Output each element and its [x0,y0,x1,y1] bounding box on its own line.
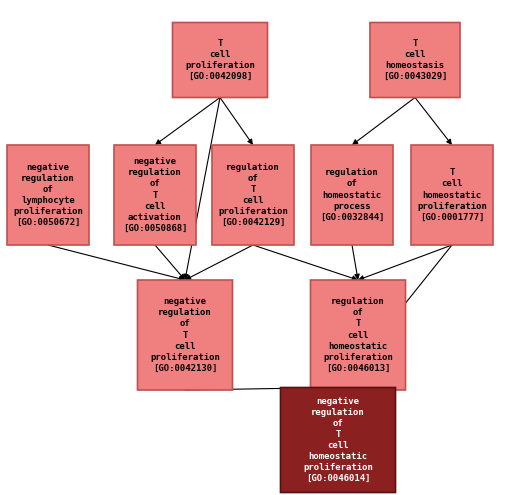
Text: negative
regulation
of
lymphocyte
proliferation
[GO:0050672]: negative regulation of lymphocyte prolif… [13,163,83,227]
Text: negative
regulation
of
T
cell
homeostatic
proliferation
[GO:0046014]: negative regulation of T cell homeostati… [303,396,373,483]
Text: T
cell
homeostasis
[GO:0043029]: T cell homeostasis [GO:0043029] [383,39,447,81]
FancyBboxPatch shape [310,280,406,390]
FancyBboxPatch shape [311,145,393,245]
FancyBboxPatch shape [172,22,268,98]
Text: negative
regulation
of
T
cell
proliferation
[GO:0042130]: negative regulation of T cell proliferat… [150,297,220,373]
Text: regulation
of
T
cell
homeostatic
proliferation
[GO:0046013]: regulation of T cell homeostatic prolife… [323,297,393,373]
FancyBboxPatch shape [370,22,460,98]
FancyBboxPatch shape [137,280,233,390]
Text: T
cell
proliferation
[GO:0042098]: T cell proliferation [GO:0042098] [185,39,255,81]
FancyBboxPatch shape [280,388,395,493]
FancyBboxPatch shape [411,145,493,245]
Text: regulation
of
T
cell
proliferation
[GO:0042129]: regulation of T cell proliferation [GO:0… [218,163,288,227]
FancyBboxPatch shape [212,145,294,245]
FancyBboxPatch shape [114,145,196,245]
FancyBboxPatch shape [7,145,89,245]
Text: regulation
of
homeostatic
process
[GO:0032844]: regulation of homeostatic process [GO:00… [320,168,384,222]
Text: T
cell
homeostatic
proliferation
[GO:0001777]: T cell homeostatic proliferation [GO:000… [417,168,487,222]
Text: negative
regulation
of
T
cell
activation
[GO:0050868]: negative regulation of T cell activation… [123,157,187,233]
